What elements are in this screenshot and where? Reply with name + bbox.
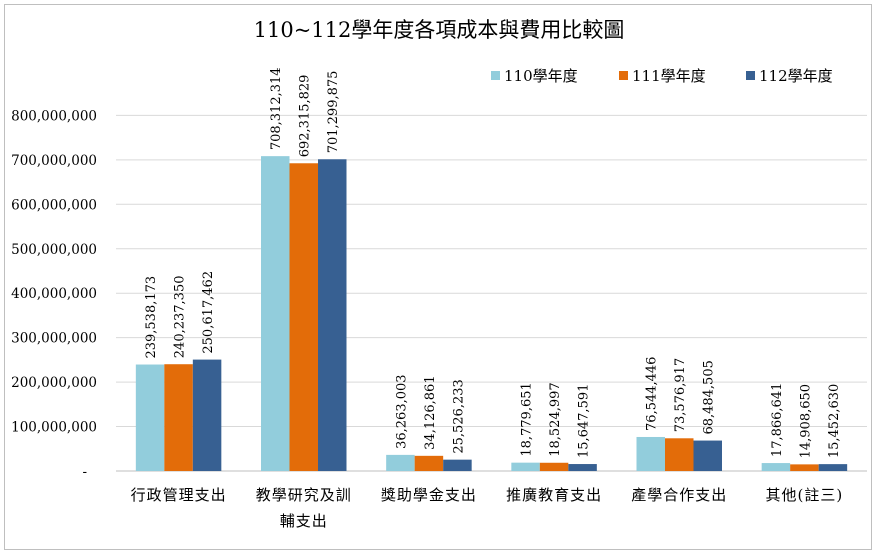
y-axis-ticks: - 100,000,000 200,000,000 300,000,000 400,00… <box>11 108 97 480</box>
bar-112學年度-1 <box>318 159 347 471</box>
bar-110學年度-5 <box>761 463 791 471</box>
legend-swatch <box>746 71 755 80</box>
bar-112學年度-2 <box>443 459 472 471</box>
bar-111學年度-1 <box>289 163 318 471</box>
legend-swatch <box>491 71 500 80</box>
x-category-label: 其他(註三) <box>766 486 844 504</box>
chart-frame: 110~112學年度各項成本與費用比較圖 - 100,000,000 200,000… <box>4 4 872 550</box>
bar-112學年度-5 <box>818 464 848 471</box>
y-tick-label: 600,000,000 <box>11 197 97 213</box>
bar-111學年度-4 <box>665 438 694 471</box>
data-label: 73,576,917 <box>673 358 688 432</box>
bar-110學年度-3 <box>511 462 540 471</box>
y-tick-label: 200,000,000 <box>11 375 97 391</box>
data-label: 34,126,861 <box>423 375 438 449</box>
data-label: 76,544,446 <box>645 357 660 431</box>
bar-111學年度-0 <box>164 364 193 471</box>
data-label: 15,647,591 <box>577 384 592 458</box>
bar-111學年度-2 <box>414 455 444 471</box>
data-label: 36,263,003 <box>394 374 409 448</box>
data-label: 240,237,350 <box>173 275 188 358</box>
data-label: 708,312,314 <box>269 67 284 150</box>
data-label: 18,524,997 <box>548 382 563 456</box>
data-labels: 239,538,173 240,237,350 250,617,462 708,312… <box>144 67 842 458</box>
y-tick-label: 800,000,000 <box>11 108 97 124</box>
data-label: 18,779,651 <box>520 382 535 456</box>
data-label: 14,908,650 <box>798 384 813 458</box>
x-category-label: 推廣教育支出 <box>506 486 602 504</box>
bar-112學年度-3 <box>568 464 597 471</box>
legend-label: 111學年度 <box>632 67 706 85</box>
y-tick-label: 500,000,000 <box>11 242 97 258</box>
legend-swatch <box>619 71 628 80</box>
bar-111學年度-5 <box>790 464 819 471</box>
y-tick-label: - <box>82 464 87 480</box>
gridlines <box>116 114 867 472</box>
bar-110學年度-1 <box>261 156 290 471</box>
bar-chart: 110~112學年度各項成本與費用比較圖 - 100,000,000 200,000… <box>11 18 867 530</box>
legend-label: 110學年度 <box>504 67 578 85</box>
legend-label: 112學年度 <box>759 67 833 85</box>
data-label: 692,315,829 <box>298 75 313 158</box>
chart-title: 110~112學年度各項成本與費用比較圖 <box>254 18 625 42</box>
x-category-label: 行政管理支出 <box>131 486 227 504</box>
bar-110學年度-4 <box>636 436 665 471</box>
x-category-label: 教學研究及訓 <box>256 486 352 504</box>
data-label: 15,452,630 <box>827 384 842 458</box>
data-label: 17,866,641 <box>770 383 785 457</box>
bar-112學年度-4 <box>693 440 722 471</box>
data-label: 239,538,173 <box>144 276 159 359</box>
data-label: 25,526,233 <box>451 379 466 453</box>
data-label: 701,299,875 <box>326 71 341 154</box>
data-label: 250,617,462 <box>201 271 216 354</box>
y-tick-label: 400,000,000 <box>11 286 97 302</box>
x-category-label: 產學合作支出 <box>631 486 727 504</box>
bars <box>135 156 848 471</box>
bar-110學年度-2 <box>386 454 415 471</box>
x-category-label: 獎助學金支出 <box>381 486 477 504</box>
y-tick-label: 300,000,000 <box>11 331 97 347</box>
legend: 110學年度 111學年度 112學年度 <box>491 67 833 85</box>
data-label: 68,484,505 <box>702 360 717 434</box>
bar-112學年度-0 <box>192 359 222 471</box>
y-tick-label: 100,000,000 <box>11 420 97 436</box>
x-category-label: 輔支出 <box>280 512 328 530</box>
bar-111學年度-3 <box>539 462 569 471</box>
y-tick-label: 700,000,000 <box>11 153 97 169</box>
bar-110學年度-0 <box>135 364 165 471</box>
